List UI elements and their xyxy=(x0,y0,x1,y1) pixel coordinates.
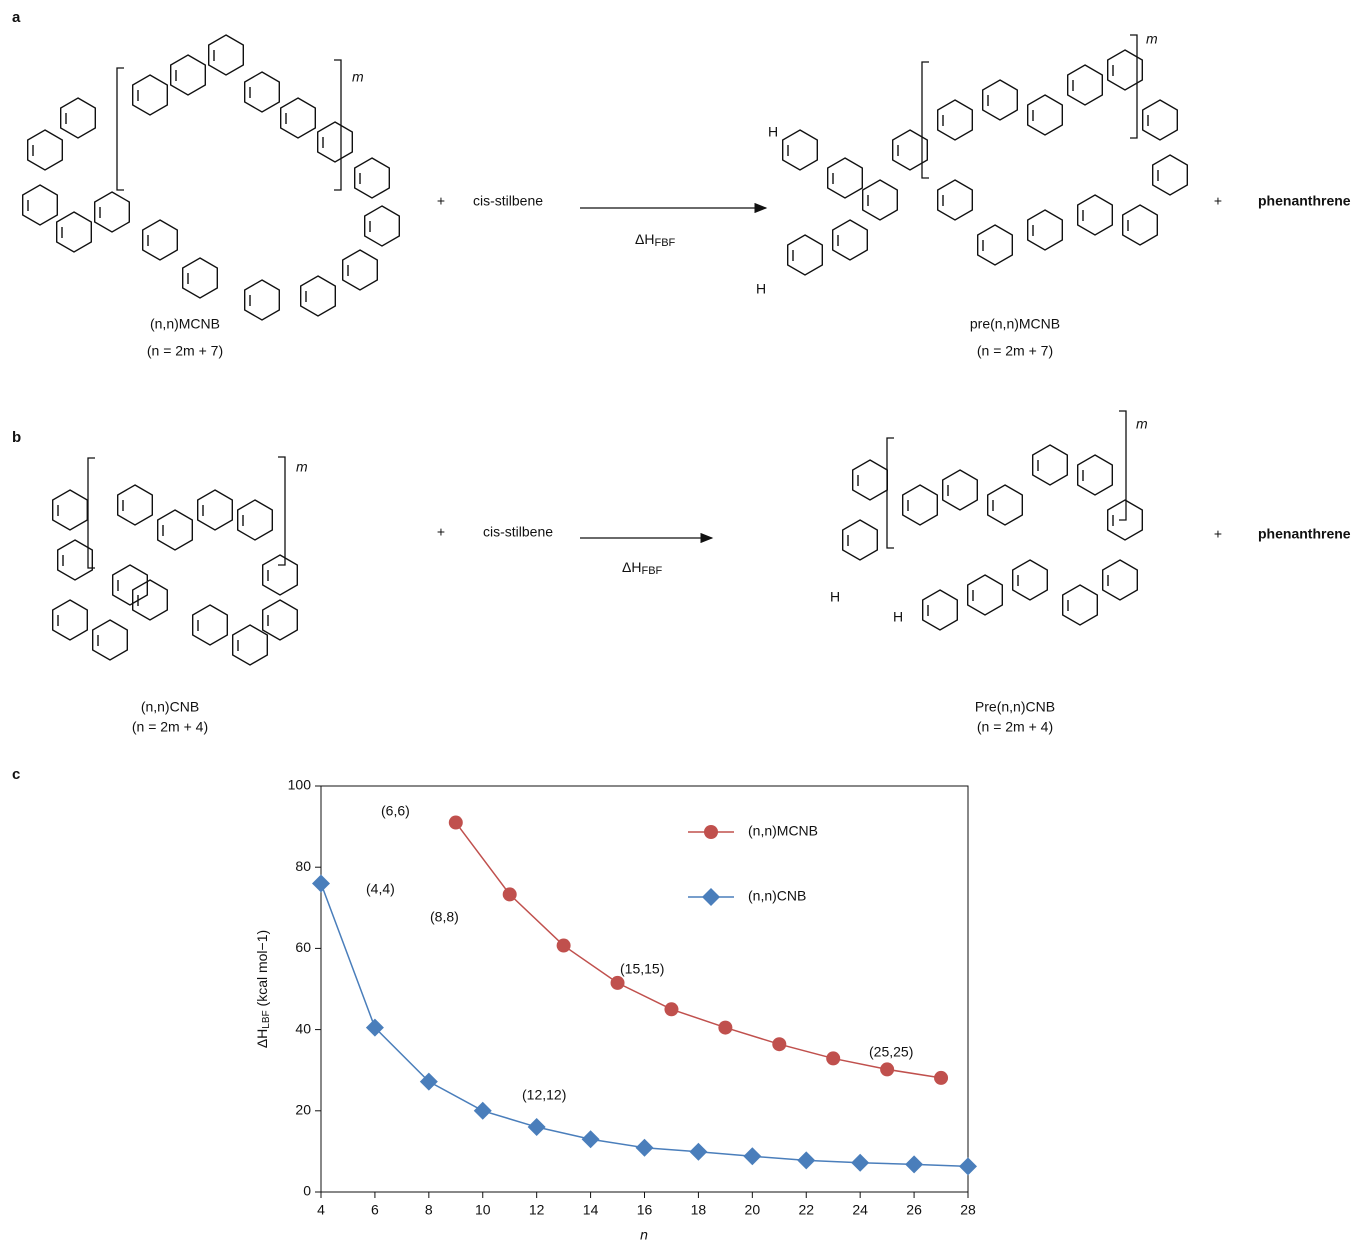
annotation: (8,8) xyxy=(430,909,459,925)
molecule-name: (n,n)CNB xyxy=(141,699,199,715)
bracket xyxy=(117,60,341,190)
molecule-name: Pre(n,n)CNB xyxy=(975,699,1055,715)
x-tick-label: 4 xyxy=(317,1202,325,1218)
y-tick-label: 60 xyxy=(295,939,311,955)
repeat-index: m xyxy=(352,69,364,85)
molecule-pre-mcnb xyxy=(783,50,1188,275)
product: phenanthrene xyxy=(1258,526,1351,542)
arrow-label-sub: FBF xyxy=(641,565,662,577)
panel-label: a xyxy=(12,9,21,26)
repeat-index: m xyxy=(1136,416,1148,432)
figure: a m (n,n)MCNB (n = 2m + 7) + cis-stilben… xyxy=(0,0,1372,1243)
legend-marker xyxy=(702,888,720,906)
marker xyxy=(718,1021,732,1035)
plus: + xyxy=(1214,193,1222,209)
series-line xyxy=(456,823,941,1078)
annotation: (25,25) xyxy=(869,1044,913,1060)
legend-label: (n,n)CNB xyxy=(748,888,806,904)
x-tick-label: 10 xyxy=(475,1202,491,1218)
repeat-index: m xyxy=(1146,31,1158,47)
product: phenanthrene xyxy=(1258,193,1351,209)
y-tick-label: 80 xyxy=(295,858,311,874)
arrow-label-main: ΔH xyxy=(635,231,654,247)
molecule-formula: (n = 2m + 4) xyxy=(132,719,208,735)
y-tick-label: 0 xyxy=(303,1183,311,1199)
marker xyxy=(312,874,330,892)
marker xyxy=(664,1002,678,1016)
reagent: cis-stilbene xyxy=(483,524,553,540)
y-label-sub: LBF xyxy=(261,1010,272,1028)
marker xyxy=(689,1143,707,1161)
y-label-main: ΔH xyxy=(254,1029,270,1048)
x-axis-label: n xyxy=(640,1227,648,1243)
molecule-formula: (n = 2m + 4) xyxy=(977,719,1053,735)
bracket xyxy=(922,35,1137,178)
page: a m (n,n)MCNB (n = 2m + 7) + cis-stilben… xyxy=(0,0,1372,1243)
x-tick-label: 16 xyxy=(637,1202,653,1218)
marker xyxy=(934,1071,948,1085)
x-tick-label: 24 xyxy=(852,1202,868,1218)
legend-label: (n,n)MCNB xyxy=(748,823,818,839)
molecule-mcnb xyxy=(23,35,400,320)
x-tick-label: 22 xyxy=(798,1202,814,1218)
hydrogen: H xyxy=(768,124,778,140)
marker xyxy=(851,1154,869,1172)
marker xyxy=(474,1102,492,1120)
reagent: cis-stilbene xyxy=(473,193,543,209)
series-line xyxy=(321,883,968,1166)
marker xyxy=(636,1139,654,1157)
marker xyxy=(743,1147,761,1165)
plus: + xyxy=(437,524,445,540)
annotation: (12,12) xyxy=(522,1087,566,1103)
x-tick-label: 14 xyxy=(583,1202,599,1218)
marker xyxy=(449,816,463,830)
plus: + xyxy=(437,193,445,209)
molecule-formula: (n = 2m + 7) xyxy=(977,343,1053,359)
bracket xyxy=(887,411,1126,548)
marker xyxy=(582,1130,600,1148)
repeat-index: m xyxy=(296,459,308,475)
hydrogen: H xyxy=(893,609,903,625)
annotation: (6,6) xyxy=(381,803,410,819)
marker xyxy=(611,976,625,990)
marker xyxy=(905,1155,923,1173)
molecule-formula: (n = 2m + 7) xyxy=(147,343,223,359)
molecule-cnb xyxy=(53,485,298,665)
x-tick-label: 28 xyxy=(960,1202,976,1218)
x-tick-label: 26 xyxy=(906,1202,922,1218)
arrow-label-sub: FBF xyxy=(654,237,675,249)
marker xyxy=(503,887,517,901)
annotation: (15,15) xyxy=(620,961,664,977)
y-label-unit: (kcal mol−1) xyxy=(254,930,270,1011)
molecule-name: (n,n)MCNB xyxy=(150,316,220,332)
annotation: (4,4) xyxy=(366,881,395,897)
marker xyxy=(557,939,571,953)
hydrogen: H xyxy=(830,589,840,605)
legend-marker xyxy=(704,825,718,839)
x-tick-label: 12 xyxy=(529,1202,545,1218)
arrow-label: ΔHFBF xyxy=(635,231,676,249)
x-tick-label: 18 xyxy=(691,1202,707,1218)
plus: + xyxy=(1214,526,1222,542)
y-tick-label: 20 xyxy=(295,1102,311,1118)
marker xyxy=(797,1151,815,1169)
x-tick-label: 20 xyxy=(745,1202,761,1218)
hydrogen: H xyxy=(756,281,766,297)
y-tick-label: 100 xyxy=(288,777,312,793)
plot-frame xyxy=(321,786,968,1192)
marker xyxy=(880,1062,894,1076)
marker xyxy=(528,1118,546,1136)
panel-label: b xyxy=(12,429,21,446)
molecule-name: pre(n,n)MCNB xyxy=(970,316,1060,332)
arrow-label: ΔHFBF xyxy=(622,559,663,577)
x-tick-label: 6 xyxy=(371,1202,379,1218)
marker xyxy=(772,1037,786,1051)
arrow-label-main: ΔH xyxy=(622,559,641,575)
marker xyxy=(826,1051,840,1065)
x-tick-label: 8 xyxy=(425,1202,433,1218)
marker xyxy=(959,1157,977,1175)
y-tick-label: 40 xyxy=(295,1020,311,1036)
y-axis-label: ΔHLBF (kcal mol−1) xyxy=(254,930,272,1048)
panel-label: c xyxy=(12,766,20,783)
